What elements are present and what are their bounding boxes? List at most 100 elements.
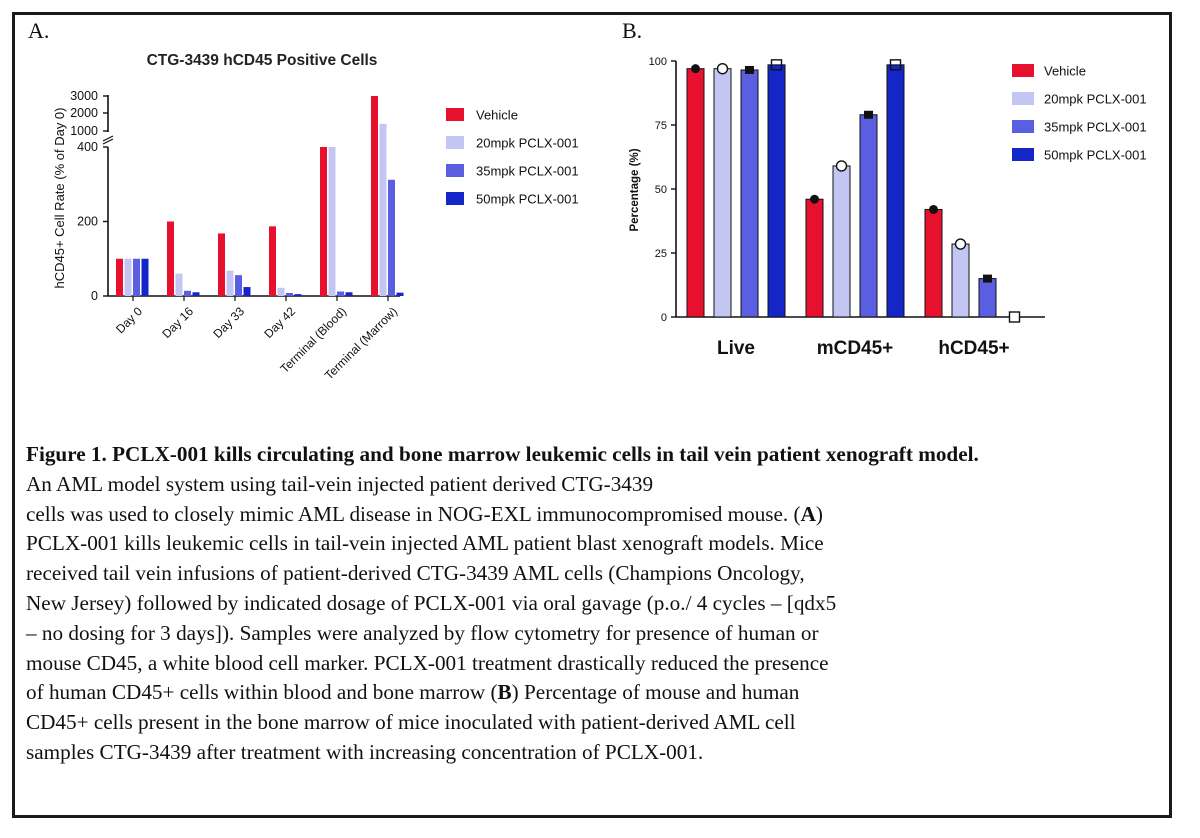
data-point [691, 64, 700, 74]
data-point [745, 65, 754, 74]
caption-line: CD45+ cells present in the bone marrow o… [26, 710, 796, 735]
y-tick-label: 0 [91, 289, 98, 303]
bar [320, 147, 327, 296]
caption-line: An AML model system using tail-vein inje… [26, 471, 654, 496]
bar [713, 68, 732, 318]
caption-line: – no dosing for 3 days]). Samples were a… [26, 620, 819, 645]
bar [235, 275, 242, 296]
caption-title: Figure 1. PCLX-001 kills circulating and… [26, 442, 979, 466]
legend-swatch [446, 192, 464, 205]
chart-b: Percentage (%) 0 25 50 75 100 Live mCD45+ hCD4… [629, 56, 1147, 359]
caption-line: ) [815, 501, 823, 526]
caption-line: received tail vein infusions of patient-… [26, 561, 805, 586]
data-point [770, 59, 783, 71]
caption-ref-a: A [800, 501, 816, 526]
bar [924, 208, 943, 318]
x-tick-label: mCD45+ [817, 338, 894, 359]
bar [286, 293, 293, 296]
bar [686, 68, 705, 318]
bar [167, 221, 174, 296]
bar [328, 147, 336, 296]
bar [951, 243, 970, 318]
chart-a-ylabel: hCD45+ Cell Rate (% of Day 0) [52, 108, 67, 289]
caption-line: samples CTG-3439 after treatment with in… [26, 739, 704, 764]
bar [243, 287, 251, 296]
legend-swatch [446, 108, 464, 121]
bar [767, 64, 786, 318]
data-point [716, 62, 729, 75]
bar [345, 292, 353, 296]
figure-caption: Figure 1. PCLX-001 kills circulating and… [26, 440, 1156, 768]
bar [218, 233, 225, 296]
data-point [889, 59, 902, 71]
bar [269, 226, 276, 296]
y-tick-label: 0 [661, 312, 667, 324]
bar [379, 123, 387, 296]
bar [396, 292, 404, 296]
bar [978, 278, 997, 318]
y-tick-label: 25 [655, 248, 667, 260]
caption-line: New Jersey) followed by indicated dosage… [26, 590, 837, 615]
data-point [983, 274, 992, 283]
bar [226, 270, 234, 296]
legend-label: 50mpk PCLX-001 [476, 192, 579, 207]
caption-line: cells was used to closely mimic AML dise… [26, 501, 801, 526]
bar [740, 69, 759, 318]
figure-frame [12, 12, 1172, 818]
bar [805, 198, 824, 318]
legend-swatch [1012, 64, 1034, 77]
chart-a: CTG-3439 hCD45 Positive Cells hCD45+ Cel… [52, 52, 579, 382]
y-tick-label: 1000 [70, 124, 98, 138]
x-tick-label: hCD45+ [938, 338, 1009, 359]
data-point [929, 204, 938, 214]
bar [859, 114, 878, 318]
legend-label: 50mpk PCLX-001 [1044, 148, 1147, 163]
bar [886, 64, 905, 318]
y-tick-label: 2000 [70, 106, 98, 120]
caption-line: ) Percentage of mouse and human [511, 680, 800, 705]
chart-b-ylabel: Percentage (%) [629, 148, 641, 231]
y-tick-label: 50 [655, 184, 667, 196]
data-point [864, 110, 873, 119]
legend-label: 20mpk PCLX-001 [476, 136, 579, 151]
caption-line: mouse CD45, a white blood cell marker. P… [26, 650, 829, 675]
legend-label: Vehicle [476, 108, 518, 123]
legend-label: 35mpk PCLX-001 [476, 164, 579, 179]
x-tick-label: Live [717, 338, 755, 359]
bar [371, 96, 378, 296]
caption-line: PCLX-001 kills leukemic cells in tail-ve… [26, 531, 824, 556]
y-tick-label: 100 [649, 56, 667, 68]
axis-break-mark [102, 135, 114, 145]
panel-b-letter: B. [622, 18, 643, 43]
legend-swatch [446, 164, 464, 177]
bar [277, 287, 285, 296]
data-point [835, 160, 848, 172]
caption-ref-b: B [497, 680, 512, 705]
data-point [954, 238, 967, 250]
y-tick-label: 75 [655, 120, 667, 132]
panel-a-letter: A. [28, 18, 50, 43]
legend-swatch [1012, 92, 1034, 105]
caption-line: of human CD45+ cells within blood and bo… [26, 680, 498, 705]
bar [192, 292, 200, 296]
legend-swatch [1012, 148, 1034, 161]
chart-a-title: CTG-3439 hCD45 Positive Cells [147, 52, 378, 69]
y-tick-label: 3000 [70, 89, 98, 103]
bar [832, 165, 851, 318]
data-point [810, 194, 819, 204]
bar [175, 273, 183, 296]
legend-label: 35mpk PCLX-001 [1044, 120, 1147, 135]
bar [141, 258, 149, 296]
y-tick-label: 400 [77, 140, 98, 154]
bar [116, 258, 123, 296]
bar [124, 258, 132, 296]
y-tick-label: 200 [77, 215, 98, 229]
bar [133, 258, 140, 296]
bar [337, 291, 344, 296]
legend-swatch [446, 136, 464, 149]
bar [388, 179, 395, 296]
bar [184, 290, 191, 296]
bar [294, 294, 302, 296]
legend-label: Vehicle [1044, 64, 1086, 79]
legend-label: 20mpk PCLX-001 [1044, 92, 1147, 107]
